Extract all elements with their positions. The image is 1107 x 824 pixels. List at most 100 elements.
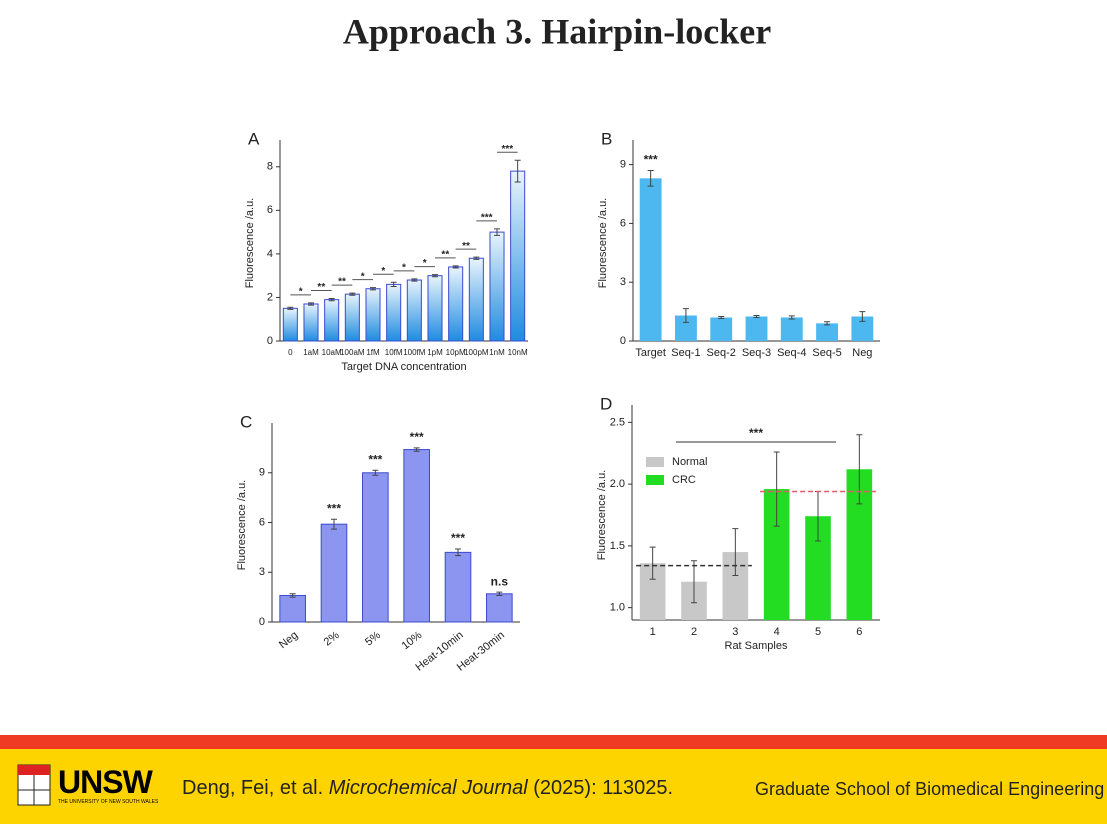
error-bar bbox=[496, 591, 503, 596]
error-bar bbox=[788, 315, 795, 320]
x-tick-label: 3 bbox=[732, 626, 738, 638]
journal: Microchemical Journal bbox=[328, 777, 528, 799]
citation: Deng, Fei, et al. Microchemical Journal … bbox=[182, 777, 673, 800]
legend-swatch bbox=[646, 475, 664, 485]
legend-label: CRC bbox=[672, 474, 696, 486]
panel-label: B bbox=[601, 129, 612, 148]
error-bar bbox=[413, 447, 420, 452]
significance-label: ** bbox=[338, 277, 346, 288]
x-tick-label: Seq-4 bbox=[777, 347, 806, 359]
x-tick-label: Neg bbox=[277, 629, 300, 651]
panel-label: C bbox=[240, 412, 252, 431]
error-bar bbox=[647, 169, 654, 187]
legend-label: Normal bbox=[672, 456, 707, 468]
bar bbox=[403, 449, 430, 623]
x-tick-label: Seq-1 bbox=[671, 347, 700, 359]
bar bbox=[674, 315, 697, 341]
significance-label: ** bbox=[462, 241, 470, 252]
legend-swatch bbox=[646, 457, 664, 467]
x-tick-label: 6 bbox=[856, 626, 862, 638]
annotation: *** bbox=[749, 426, 763, 440]
school: Graduate School of Biomedical Engineerin… bbox=[755, 779, 1105, 799]
error-bar bbox=[682, 308, 689, 323]
error-bar bbox=[372, 469, 379, 476]
x-tick-label: 5 bbox=[815, 626, 821, 638]
bar bbox=[303, 303, 319, 342]
bar bbox=[816, 323, 839, 341]
x-tick-label: Seq-5 bbox=[812, 347, 841, 359]
significance-label: * bbox=[402, 263, 406, 274]
bar bbox=[365, 288, 381, 342]
error-bar bbox=[455, 548, 461, 557]
bar bbox=[448, 266, 464, 342]
y-axis-label: Fluorescence /a.u. bbox=[244, 198, 256, 289]
x-tick-label: 5% bbox=[363, 629, 383, 648]
error-bar bbox=[452, 265, 459, 269]
bar bbox=[444, 551, 472, 623]
error-bar bbox=[287, 306, 294, 310]
significance-label: * bbox=[381, 266, 385, 277]
logo-subtitle: THE UNIVERSITY OF NEW SOUTH WALES bbox=[58, 799, 159, 805]
x-tick-label: 100pM bbox=[464, 348, 489, 357]
x-tick-label: Neg bbox=[852, 347, 872, 359]
x-tick-label: Seq-3 bbox=[742, 347, 771, 359]
citation-text: (2025): 113025. bbox=[527, 777, 674, 799]
y-tick-label: 1.0 bbox=[610, 602, 625, 614]
y-tick-label: 6 bbox=[620, 217, 626, 229]
bar bbox=[468, 257, 484, 342]
error-bar bbox=[691, 560, 697, 604]
error-bar bbox=[390, 281, 397, 288]
y-tick-label: 0 bbox=[620, 335, 626, 347]
x-tick-label: Seq-2 bbox=[707, 347, 736, 359]
error-bar bbox=[859, 311, 866, 322]
bar bbox=[510, 170, 526, 342]
x-tick-label: 2% bbox=[322, 629, 342, 648]
error-bar bbox=[411, 278, 418, 282]
bar bbox=[279, 594, 306, 623]
significance-label: * bbox=[299, 287, 303, 298]
significance-label: * bbox=[361, 271, 365, 282]
bar-label: *** bbox=[410, 430, 424, 444]
error-bar bbox=[328, 298, 335, 302]
y-tick-label: 3 bbox=[259, 566, 265, 578]
x-tick-label: 4 bbox=[774, 626, 780, 638]
bar bbox=[710, 317, 733, 341]
x-tick-label: 1fM bbox=[366, 348, 380, 357]
error-bar bbox=[370, 287, 376, 291]
bar bbox=[406, 279, 422, 342]
bar bbox=[639, 178, 662, 341]
bar bbox=[282, 307, 298, 342]
error-bar bbox=[649, 546, 656, 580]
bar bbox=[745, 316, 768, 341]
y-tick-label: 6 bbox=[259, 516, 265, 528]
y-tick-label: 9 bbox=[259, 467, 265, 479]
bar bbox=[851, 316, 874, 341]
bar bbox=[780, 317, 803, 341]
bar-label: *** bbox=[368, 452, 382, 466]
error-bar bbox=[773, 451, 780, 527]
bar bbox=[362, 472, 389, 623]
y-axis-label: Fluorescence /a.u. bbox=[596, 470, 608, 561]
error-bar bbox=[349, 292, 356, 296]
y-tick-label: 8 bbox=[267, 161, 273, 173]
error-bar bbox=[494, 228, 500, 236]
error-bar bbox=[289, 593, 296, 598]
logo-text: UNSW bbox=[58, 764, 153, 800]
bar-label: *** bbox=[327, 501, 341, 515]
error-bar bbox=[824, 321, 831, 326]
bar bbox=[324, 299, 340, 342]
x-tick-label: 2 bbox=[691, 626, 697, 638]
x-tick-label: 10pM bbox=[446, 348, 466, 357]
slide-title: Approach 3. Hairpin-locker bbox=[343, 11, 771, 51]
error-bar bbox=[856, 434, 863, 505]
citation-text: Deng, Fei, et al. bbox=[182, 777, 329, 799]
bar bbox=[320, 523, 348, 623]
panel-label: D bbox=[600, 394, 612, 413]
significance-label: ** bbox=[441, 250, 449, 261]
red-stripe bbox=[0, 735, 1107, 749]
x-tick-label: 10aM bbox=[322, 348, 342, 357]
x-tick-label: 1aM bbox=[303, 348, 319, 357]
error-bar bbox=[732, 528, 739, 577]
